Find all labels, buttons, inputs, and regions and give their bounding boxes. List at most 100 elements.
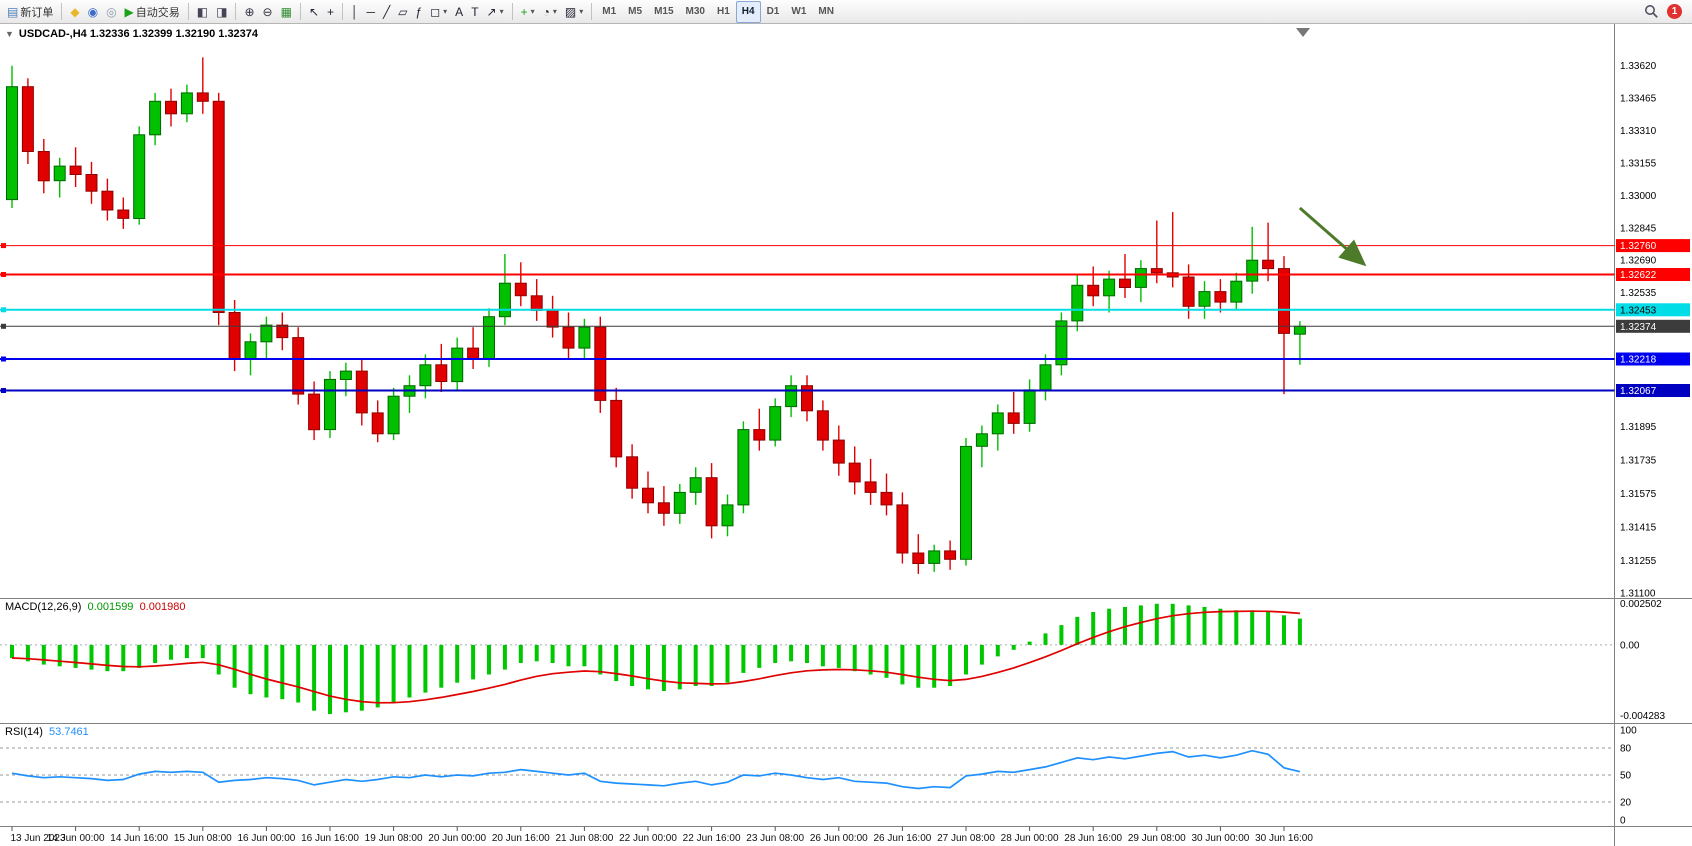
chart-shift-marker[interactable]: [1296, 28, 1310, 37]
caret-down-icon: ▾: [530, 7, 535, 16]
community-icon[interactable]: ◉: [84, 1, 102, 23]
timeframe-m1-button-label: M1: [602, 6, 617, 17]
macd-panel: 0.002502 0.00 -0.004283: [0, 599, 1665, 722]
favorites-icon: ◆: [70, 4, 80, 19]
svg-text:1.32690: 1.32690: [1620, 256, 1657, 267]
svg-text:19 Jun 08:00: 19 Jun 08:00: [365, 833, 423, 844]
toolbar-separator: [187, 3, 189, 20]
svg-text:80: 80: [1620, 744, 1632, 755]
profiles-icon: ◨: [216, 4, 228, 19]
timeframe-w1-button[interactable]: W1: [785, 1, 812, 23]
panel-separators: [0, 24, 1692, 846]
new-order-button-label: 新订单: [20, 6, 54, 19]
text-icon[interactable]: A: [451, 1, 467, 23]
toolbar-separator: [299, 3, 301, 20]
zoom-out-icon: ⊖: [262, 4, 273, 19]
timeframe-m1-button[interactable]: M1: [596, 1, 622, 23]
svg-text:0.00: 0.00: [1620, 640, 1640, 651]
tile-windows-icon[interactable]: ▦: [277, 1, 296, 23]
svg-text:1.32374: 1.32374: [1620, 322, 1657, 333]
new-order-button[interactable]: ▤ 新订单: [3, 1, 57, 23]
channel-icon[interactable]: ▱: [394, 1, 411, 23]
search-icon[interactable]: [1644, 4, 1659, 19]
rsi-panel: 100 80 50 20 0: [0, 726, 1637, 827]
macd-signal-value: 0.001980: [139, 601, 186, 613]
cursor-icon[interactable]: ↖: [305, 1, 323, 23]
svg-text:50: 50: [1620, 771, 1632, 782]
periods-icon[interactable]: ◔ ▾: [539, 1, 561, 23]
zoom-out-icon[interactable]: ⊖: [259, 1, 277, 23]
crosshair-icon: +: [327, 4, 335, 19]
svg-text:30 Jun 16:00: 30 Jun 16:00: [1255, 833, 1313, 844]
label-icon[interactable]: T: [467, 1, 482, 23]
timeframe-h4-button[interactable]: H4: [735, 0, 761, 23]
timeframe-mn-button[interactable]: MN: [812, 1, 840, 23]
toolbar: ▤ 新订单 ◆ ◉ ◎ ▶ 自动交易 ◧ ◨ ⊕ ⊖ ▦ ↖ + │ ─ ╱ ▱ ƒ ◻ ▾ A T ↗ ▾ + ▾ ◔ ▾ ▨ ▾ M1 M5…: [0, 0, 1692, 24]
timeframe-m5-button[interactable]: M5: [622, 1, 648, 23]
svg-text:16 Jun 16:00: 16 Jun 16:00: [301, 833, 359, 844]
svg-text:1.31100: 1.31100: [1620, 588, 1656, 599]
svg-text:27 Jun 08:00: 27 Jun 08:00: [937, 833, 995, 844]
svg-text:1.33000: 1.33000: [1620, 191, 1657, 202]
timeframe-m30-button[interactable]: M30: [680, 1, 711, 23]
timeframe-h1-button-label: H1: [716, 6, 730, 17]
community-icon: ◉: [87, 4, 99, 19]
fibonacci-icon: ƒ: [415, 4, 423, 19]
timeframe-m15-button[interactable]: M15: [648, 1, 679, 23]
svg-text:0.002502: 0.002502: [1620, 599, 1662, 610]
timeframe-w1-button-label: W1: [791, 6, 807, 17]
arrows-icon[interactable]: ↗ ▾: [483, 1, 508, 23]
fibonacci-icon[interactable]: ƒ: [412, 1, 427, 23]
horizontal-line-icon: ─: [366, 4, 376, 19]
templates-icon[interactable]: ▨ ▾: [561, 1, 587, 23]
toolbar-separator: [235, 3, 237, 20]
svg-text:28 Jun 00:00: 28 Jun 00:00: [1001, 833, 1059, 844]
svg-text:14 Jun 00:00: 14 Jun 00:00: [47, 833, 105, 844]
support-icon[interactable]: ◎: [102, 1, 120, 23]
toolbar-separator: [61, 3, 63, 20]
price-axis-labels[interactable]: 1.33620 1.33465 1.33310 1.33155 1.33000 1.328…: [1620, 61, 1657, 599]
caret-down-icon: ▾: [443, 7, 448, 16]
new-chart-icon[interactable]: ◧: [193, 1, 212, 23]
macd-main-value: 0.001599: [87, 601, 134, 613]
candlestick-series: [6, 57, 1306, 574]
timeframe-mn-button-label: MN: [818, 6, 834, 17]
svg-text:1.32453: 1.32453: [1620, 305, 1657, 316]
play-icon: ▶: [124, 4, 134, 19]
one-click-trading-toggle[interactable]: ▼: [5, 29, 14, 39]
toolbar-separator: [342, 3, 344, 20]
svg-text:1.32218: 1.32218: [1620, 355, 1657, 366]
shapes-icon[interactable]: ◻ ▾: [426, 1, 451, 23]
toolbar-separator: [511, 3, 513, 20]
macd-signal-line: [11, 610, 1300, 704]
svg-text:1.31895: 1.31895: [1620, 422, 1657, 433]
zoom-in-icon: ⊕: [244, 4, 255, 19]
notification-badge[interactable]: 1: [1667, 4, 1682, 19]
crosshair-icon[interactable]: +: [323, 1, 338, 23]
horizontal-level-lines[interactable]: [0, 243, 1615, 393]
horizontal-line-icon[interactable]: ─: [363, 1, 380, 23]
caret-down-icon: ▾: [552, 7, 557, 16]
auto-trading-button[interactable]: ▶ 自动交易: [121, 1, 184, 23]
svg-text:21 Jun 08:00: 21 Jun 08:00: [555, 833, 613, 844]
chart-canvas[interactable]: 1.33620 1.33465 1.33310 1.33155 1.33000 1.328…: [0, 24, 1692, 846]
svg-text:22 Jun 00:00: 22 Jun 00:00: [619, 833, 677, 844]
timeframe-h1-button[interactable]: H1: [711, 1, 736, 23]
toolbar-separator: [591, 3, 593, 20]
svg-text:1.31735: 1.31735: [1620, 456, 1657, 467]
periods-icon: ◔: [542, 4, 550, 19]
chart-window[interactable]: ▼ USDCAD-,H4 1.32336 1.32399 1.32190 1.3…: [0, 24, 1692, 846]
trendline-icon[interactable]: ╱: [379, 1, 394, 23]
chart-title-text: USDCAD-,H4 1.32336 1.32399 1.32190 1.323…: [18, 28, 259, 40]
indicators-icon[interactable]: + ▾: [517, 1, 539, 23]
svg-text:20: 20: [1620, 798, 1632, 809]
favorites-icon[interactable]: ◆: [66, 1, 83, 23]
vertical-line-icon[interactable]: │: [347, 1, 363, 23]
timeframe-d1-button[interactable]: D1: [761, 1, 786, 23]
svg-text:1.33310: 1.33310: [1620, 126, 1657, 137]
trend-arrow-annotation[interactable]: [1298, 206, 1367, 267]
zoom-in-icon[interactable]: ⊕: [240, 1, 258, 23]
profiles-icon[interactable]: ◨: [212, 1, 231, 23]
